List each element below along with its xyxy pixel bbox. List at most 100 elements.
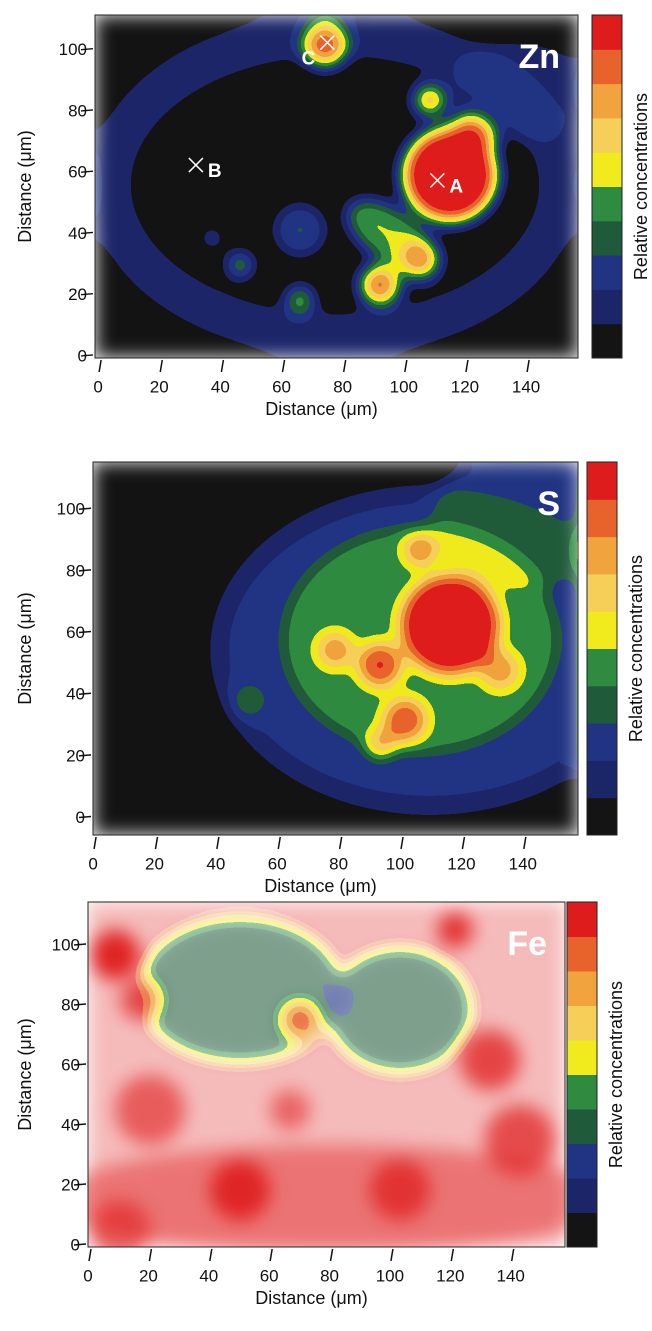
y-tick-label: 20: [66, 746, 85, 765]
y-tick: [80, 47, 94, 51]
concentration-map: [93, 462, 578, 835]
colorbar-swatch: [592, 323, 622, 359]
y-tick: [73, 943, 87, 946]
colorbar-swatch: [567, 1143, 597, 1179]
y-tick-label: 20: [68, 285, 87, 304]
y-tick: [73, 1003, 87, 1006]
plot-frame: [94, 14, 579, 359]
x-tick-label: 80: [329, 854, 348, 873]
y-tick: [80, 292, 94, 296]
y-tick: [80, 109, 94, 112]
colorbar-swatch: [567, 1212, 597, 1248]
colorbar-label: Relative concentrations: [631, 93, 651, 280]
x-tick: [465, 359, 469, 373]
x-tick-label: 40: [211, 377, 230, 396]
x-tick: [450, 1248, 455, 1262]
y-tick-label: 0: [76, 808, 85, 827]
x-tick-label: 20: [139, 1266, 158, 1285]
y-axis-title: Distance (μm): [15, 592, 35, 704]
colorbar-swatch: [567, 1178, 597, 1213]
x-tick-label: 0: [93, 377, 102, 396]
colorbar-swatch: [567, 1074, 597, 1110]
y-tick-label: 0: [78, 346, 87, 365]
y-tick: [78, 507, 92, 510]
y-tick: [73, 1063, 87, 1066]
x-tick: [98, 359, 102, 373]
x-tick: [220, 359, 225, 373]
colorbar-frame: [566, 901, 598, 1248]
panel-title: S: [537, 485, 560, 523]
y-tick: [73, 1123, 87, 1126]
point-marker: [429, 172, 445, 188]
plot-frame: [87, 901, 566, 1248]
colorbar-swatch: [592, 255, 622, 290]
x-tick: [338, 836, 343, 850]
y-tick: [73, 1183, 87, 1186]
x-tick-label: 80: [320, 1266, 339, 1285]
colorbar-swatch: [587, 536, 617, 575]
point-label: C: [302, 49, 316, 70]
y-tick: [78, 630, 92, 634]
x-tick-label: 120: [451, 377, 479, 396]
y-tick: [80, 170, 94, 173]
x-tick: [526, 359, 530, 373]
colorbar-swatch: [567, 971, 597, 1006]
colorbar-swatch: [592, 117, 622, 153]
concentration-map: [88, 902, 565, 1247]
y-tick-label: 0: [71, 1235, 80, 1254]
colorbar-frame: [586, 461, 618, 836]
y-axis-title: Distance (μm): [15, 1018, 35, 1130]
x-tick: [159, 359, 163, 373]
x-tick: [510, 1248, 515, 1262]
x-tick: [88, 1248, 92, 1262]
y-tick-label: 100: [59, 40, 87, 59]
colorbar-swatch: [592, 49, 622, 85]
x-tick-label: 100: [390, 377, 418, 396]
x-tick-label: 20: [150, 377, 169, 396]
colorbar-swatch: [567, 936, 597, 972]
y-tick-label: 80: [66, 561, 85, 580]
y-tick: [73, 1243, 87, 1246]
y-tick-label: 40: [61, 1115, 80, 1134]
y-tick-label: 20: [61, 1175, 80, 1194]
x-tick-label: 0: [88, 854, 97, 873]
x-tick-label: 20: [145, 854, 164, 873]
x-tick-label: 0: [83, 1266, 92, 1285]
colorbar-swatch: [587, 573, 617, 612]
x-tick: [209, 1248, 213, 1262]
colorbar-swatch: [567, 1109, 597, 1144]
colorbar-swatch: [592, 83, 622, 119]
colorbar-swatch: [567, 1040, 597, 1075]
x-tick-label: 40: [199, 1266, 218, 1285]
plot-frame: [92, 461, 579, 836]
concentration-map: [95, 15, 578, 358]
x-tick-label: 100: [386, 854, 414, 873]
x-tick: [404, 359, 408, 373]
x-tick-label: 60: [272, 377, 291, 396]
x-tick-label: 60: [268, 854, 287, 873]
x-tick-label: 120: [436, 1266, 464, 1285]
colorbar-swatch: [592, 186, 622, 222]
colorbar-swatch: [587, 462, 617, 500]
colorbar-swatch: [587, 760, 617, 799]
y-axis-title: Distance (μm): [15, 130, 35, 242]
x-tick: [390, 1248, 394, 1262]
y-tick: [78, 692, 92, 695]
x-tick-label: 80: [333, 377, 352, 396]
y-tick-label: 100: [57, 500, 85, 519]
y-tick-label: 80: [68, 101, 87, 120]
colorbar-swatch: [592, 289, 622, 325]
x-tick: [329, 1248, 334, 1262]
colorbar-swatch: [587, 797, 617, 836]
colorbar-label: Relative concentrations: [626, 555, 646, 742]
x-tick-label: 140: [509, 854, 537, 873]
x-axis-title: Distance (μm): [264, 876, 376, 896]
x-tick-label: 140: [512, 377, 540, 396]
x-tick: [154, 836, 159, 850]
y-tick-label: 80: [61, 995, 80, 1014]
x-tick: [148, 1248, 153, 1262]
x-tick-label: 140: [496, 1266, 524, 1285]
x-tick: [93, 836, 97, 850]
x-tick: [281, 359, 286, 373]
colorbar-swatch: [592, 220, 622, 256]
